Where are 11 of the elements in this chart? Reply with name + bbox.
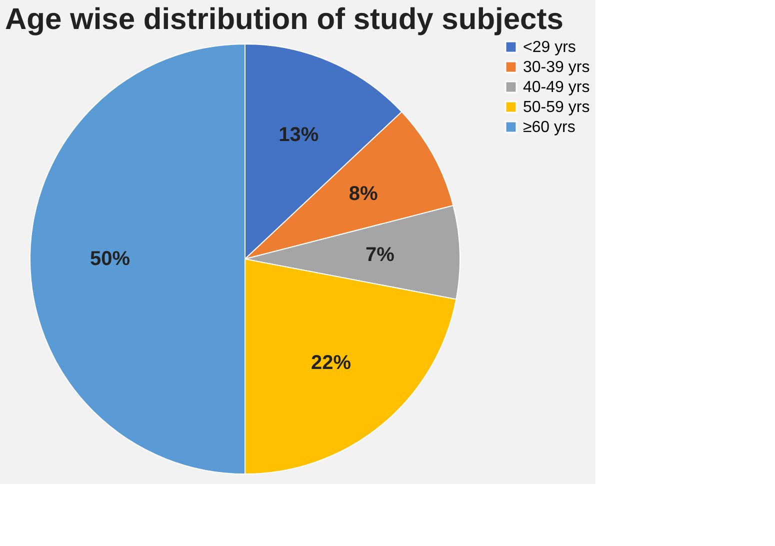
chart-title: Age wise distribution of study subjects [5,3,564,36]
legend-label: 30-39 yrs [523,59,590,76]
data-label: 50% [90,248,130,270]
data-label: 22% [311,352,352,374]
data-label: 7% [365,244,395,266]
legend-label: 40-49 yrs [523,79,590,96]
legend-label: 50-59 yrs [523,99,590,116]
legend-label: ≥60 yrs [523,119,576,136]
data-label: 13% [278,124,319,146]
legend-label: <29 yrs [523,39,576,56]
data-label: 8% [348,182,378,205]
